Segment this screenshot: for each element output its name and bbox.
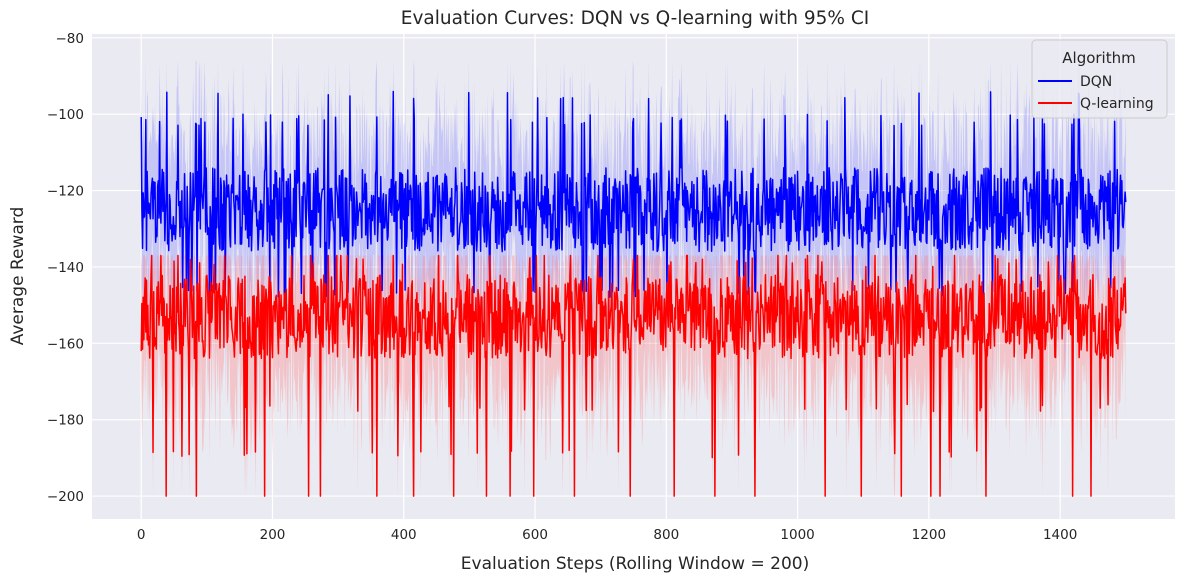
- y-tick-label: −120: [47, 184, 84, 200]
- x-tick-label: 600: [522, 527, 548, 543]
- x-tick-label: 800: [653, 527, 679, 543]
- legend-label-dqn: DQN: [1080, 74, 1112, 90]
- series-line-q-learning: [140, 254, 1127, 497]
- y-axis-label: Average Reward: [8, 207, 28, 346]
- x-tick-label: 0: [137, 527, 146, 543]
- legend-label-q-learning: Q-learning: [1080, 96, 1154, 112]
- legend-box: [1031, 39, 1168, 119]
- legend: Algorithm DQN Q-learning: [1031, 39, 1168, 119]
- legend-title: Algorithm: [1062, 49, 1135, 67]
- y-tick-label: −140: [47, 260, 84, 276]
- y-tick-label: −80: [56, 31, 85, 47]
- x-tick-label: 1400: [1043, 527, 1077, 543]
- tick-labels: 0 200 400 600 800 1000 1200 1400 −200 −180 −160 −14…: [47, 31, 1077, 543]
- y-tick-label: −100: [47, 107, 84, 123]
- x-tick-label: 400: [391, 527, 417, 543]
- y-tick-label: −200: [47, 489, 84, 505]
- x-axis-label: Evaluation Steps (Rolling Window = 200): [461, 554, 809, 574]
- x-tick-label: 200: [260, 527, 286, 543]
- x-tick-label: 1000: [780, 527, 814, 543]
- chart-title: Evaluation Curves: DQN vs Q-learning wit…: [401, 8, 869, 29]
- series-line-dqn: [140, 90, 1127, 298]
- y-tick-label: −180: [47, 413, 84, 429]
- series-lines: [140, 90, 1127, 497]
- x-tick-label: 1200: [912, 527, 946, 543]
- y-tick-label: −160: [47, 336, 84, 352]
